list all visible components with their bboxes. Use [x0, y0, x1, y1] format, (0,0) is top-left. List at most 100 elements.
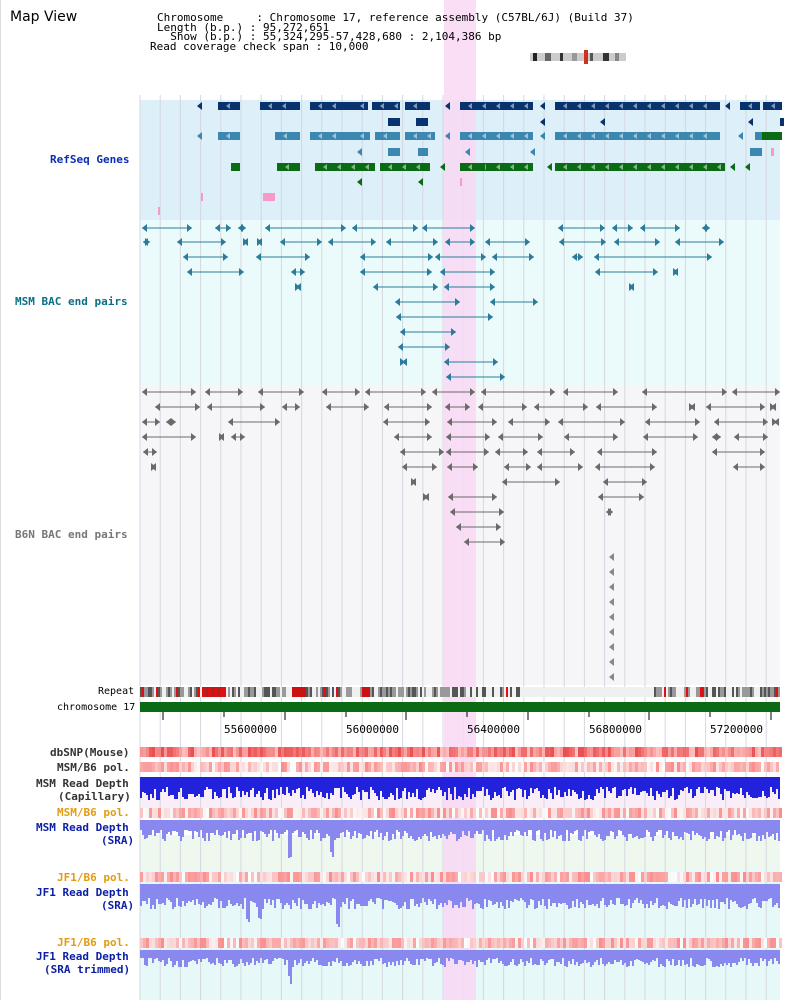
bac-end-marker[interactable] — [612, 224, 617, 232]
bac-end-marker[interactable] — [652, 448, 657, 456]
bac-end-marker[interactable] — [145, 238, 150, 246]
bac-end-marker[interactable] — [596, 403, 601, 411]
bac-end-marker[interactable] — [219, 433, 224, 441]
bac-end-marker[interactable] — [299, 388, 304, 396]
bac-end-marker[interactable] — [613, 388, 618, 396]
bac-end-marker[interactable] — [413, 224, 418, 232]
gene-arrow[interactable] — [730, 163, 735, 171]
bac-end-marker[interactable] — [470, 238, 475, 246]
gene-arrow[interactable] — [357, 148, 362, 156]
bac-end-marker[interactable] — [280, 238, 285, 246]
gene-feature[interactable] — [310, 132, 370, 140]
bac-end-marker[interactable] — [450, 508, 455, 516]
bac-end-marker[interactable] — [258, 388, 263, 396]
bac-end-marker[interactable] — [433, 238, 438, 246]
bac-end-marker[interactable] — [421, 388, 426, 396]
bac-end-marker[interactable] — [558, 418, 563, 426]
bac-end-marker[interactable] — [523, 448, 528, 456]
bac-end-marker[interactable] — [595, 268, 600, 276]
bac-end-marker[interactable] — [440, 268, 445, 276]
bac-end-marker[interactable] — [433, 283, 438, 291]
bac-end-marker[interactable] — [609, 673, 614, 681]
bac-end-marker[interactable] — [550, 388, 555, 396]
bac-end-marker[interactable] — [328, 238, 333, 246]
bac-end-marker[interactable] — [488, 313, 493, 321]
bac-end-marker[interactable] — [341, 224, 346, 232]
bac-end-marker[interactable] — [481, 253, 486, 261]
gene-arrow[interactable] — [540, 118, 545, 126]
bac-end-marker[interactable] — [295, 403, 300, 411]
bac-end-marker[interactable] — [629, 283, 634, 291]
bac-end-marker[interactable] — [653, 268, 658, 276]
bac-end-marker[interactable] — [187, 268, 192, 276]
gene-feature[interactable] — [315, 163, 375, 171]
bac-end-marker[interactable] — [221, 238, 226, 246]
bac-end-marker[interactable] — [722, 388, 727, 396]
bac-end-marker[interactable] — [490, 298, 495, 306]
gene-feature[interactable] — [201, 193, 203, 201]
bac-end-marker[interactable] — [564, 433, 569, 441]
bac-end-marker[interactable] — [446, 433, 451, 441]
bac-end-marker[interactable] — [643, 433, 648, 441]
bac-end-marker[interactable] — [770, 403, 775, 411]
bac-end-marker[interactable] — [207, 403, 212, 411]
track-label-jf1-depth-sra[interactable]: JF1 Read Depth — [36, 886, 129, 899]
gene-feature[interactable] — [372, 102, 400, 110]
bac-end-marker[interactable] — [142, 224, 147, 232]
bac-end-marker[interactable] — [432, 463, 437, 471]
gene-feature[interactable] — [780, 118, 784, 126]
gene-arrow[interactable] — [357, 178, 362, 186]
bac-end-marker[interactable] — [705, 224, 710, 232]
bac-end-marker[interactable] — [609, 568, 614, 576]
bac-end-marker[interactable] — [712, 448, 717, 456]
bac-end-marker[interactable] — [238, 388, 243, 396]
bac-end-marker[interactable] — [609, 658, 614, 666]
bac-end-marker[interactable] — [432, 388, 437, 396]
bac-end-marker[interactable] — [326, 403, 331, 411]
gene-feature[interactable] — [460, 178, 462, 186]
bac-end-marker[interactable] — [760, 463, 765, 471]
bac-end-marker[interactable] — [559, 238, 564, 246]
bac-end-marker[interactable] — [716, 433, 721, 441]
bac-end-marker[interactable] — [760, 448, 765, 456]
gene-feature[interactable] — [375, 132, 400, 140]
bac-end-marker[interactable] — [195, 403, 200, 411]
bac-end-marker[interactable] — [603, 478, 608, 486]
bac-end-marker[interactable] — [360, 268, 365, 276]
bac-end-marker[interactable] — [455, 298, 460, 306]
bac-end-marker[interactable] — [609, 553, 614, 561]
bac-end-marker[interactable] — [734, 433, 739, 441]
bac-end-marker[interactable] — [534, 403, 539, 411]
gene-arrow[interactable] — [480, 163, 485, 171]
bac-end-marker[interactable] — [609, 643, 614, 651]
selection-highlight[interactable] — [444, 0, 476, 1000]
bac-end-marker[interactable] — [555, 478, 560, 486]
bac-end-marker[interactable] — [291, 268, 296, 276]
bac-end-marker[interactable] — [525, 238, 530, 246]
bac-end-marker[interactable] — [177, 238, 182, 246]
track-label-refseq[interactable]: RefSeq Genes — [50, 153, 130, 166]
bac-end-marker[interactable] — [446, 448, 451, 456]
gene-feature[interactable] — [762, 132, 782, 140]
bac-end-marker[interactable] — [470, 388, 475, 396]
bac-end-marker[interactable] — [371, 238, 376, 246]
gene-arrow[interactable] — [197, 132, 202, 140]
gene-arrow[interactable] — [745, 163, 750, 171]
bac-end-marker[interactable] — [446, 373, 451, 381]
bac-end-marker[interactable] — [439, 448, 444, 456]
bac-end-marker[interactable] — [231, 433, 236, 441]
bac-end-marker[interactable] — [772, 418, 777, 426]
bac-end-marker[interactable] — [282, 403, 287, 411]
bac-end-marker[interactable] — [155, 403, 160, 411]
gene-feature[interactable] — [405, 132, 435, 140]
bac-end-marker[interactable] — [496, 523, 501, 531]
bac-end-marker[interactable] — [384, 403, 389, 411]
bac-end-marker[interactable] — [533, 298, 538, 306]
bac-end-marker[interactable] — [500, 373, 505, 381]
bac-end-marker[interactable] — [498, 433, 503, 441]
bac-end-marker[interactable] — [422, 224, 427, 232]
bac-end-marker[interactable] — [394, 433, 399, 441]
gene-feature[interactable] — [771, 148, 774, 156]
bac-end-marker[interactable] — [706, 403, 711, 411]
bac-end-marker[interactable] — [427, 403, 432, 411]
